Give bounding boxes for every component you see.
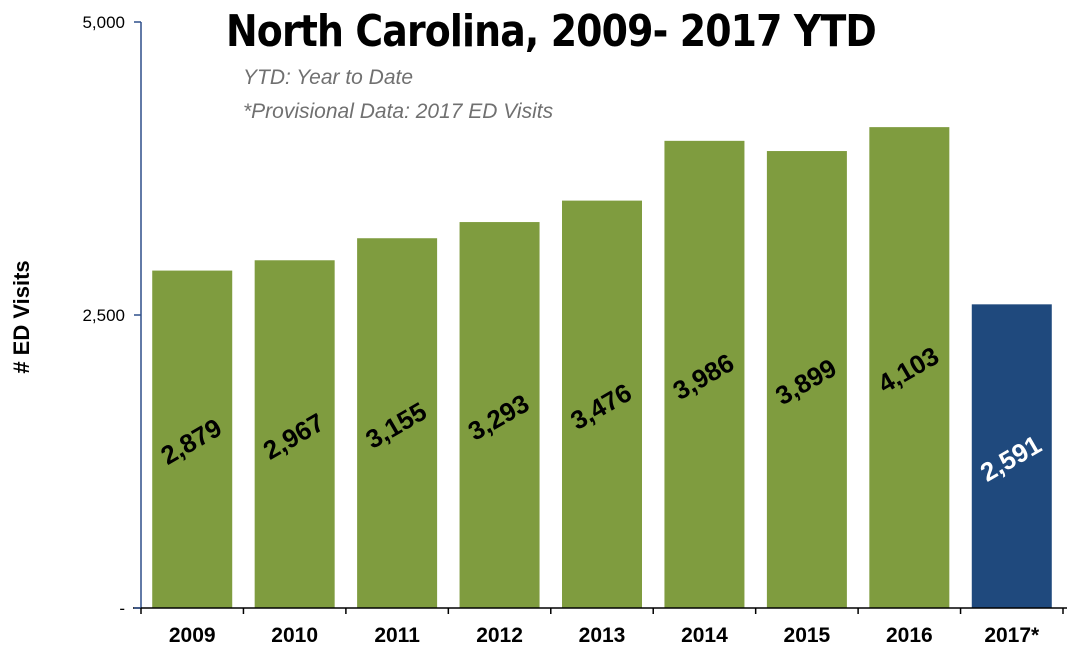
x-tick-label-8: 2017* (984, 624, 1040, 647)
y-tick-label-2: 5,000 (82, 13, 125, 32)
note-ytd: YTD: Year to Date (243, 66, 414, 89)
bar-1 (254, 260, 335, 608)
x-tick-label-7: 2016 (886, 624, 933, 647)
x-tick-label-1: 2010 (271, 624, 318, 647)
x-tick-label-2: 2011 (374, 624, 420, 647)
bar-2 (357, 238, 438, 608)
x-tick-label-5: 2014 (681, 624, 728, 647)
y-tick-label-0: - (119, 599, 125, 618)
chart-title: North Carolina, 2009- 2017 YTD (226, 6, 877, 57)
y-tick-label-1: 2,500 (82, 306, 125, 325)
bar-6 (766, 151, 847, 608)
note-provisional: *Provisional Data: 2017 ED Visits (243, 100, 554, 123)
x-tick-label-0: 2009 (169, 624, 216, 647)
bar-3 (459, 222, 540, 608)
x-tick-label-6: 2015 (784, 624, 831, 647)
bar-4 (562, 200, 642, 608)
bar-0 (152, 270, 233, 608)
bar-8 (971, 304, 1052, 608)
bar-7 (869, 127, 950, 608)
bar-5 (664, 140, 745, 608)
x-tick-label-3: 2012 (476, 624, 523, 647)
x-tick-label-4: 2013 (579, 624, 626, 647)
y-axis-label: # ED Visits (9, 260, 34, 374)
